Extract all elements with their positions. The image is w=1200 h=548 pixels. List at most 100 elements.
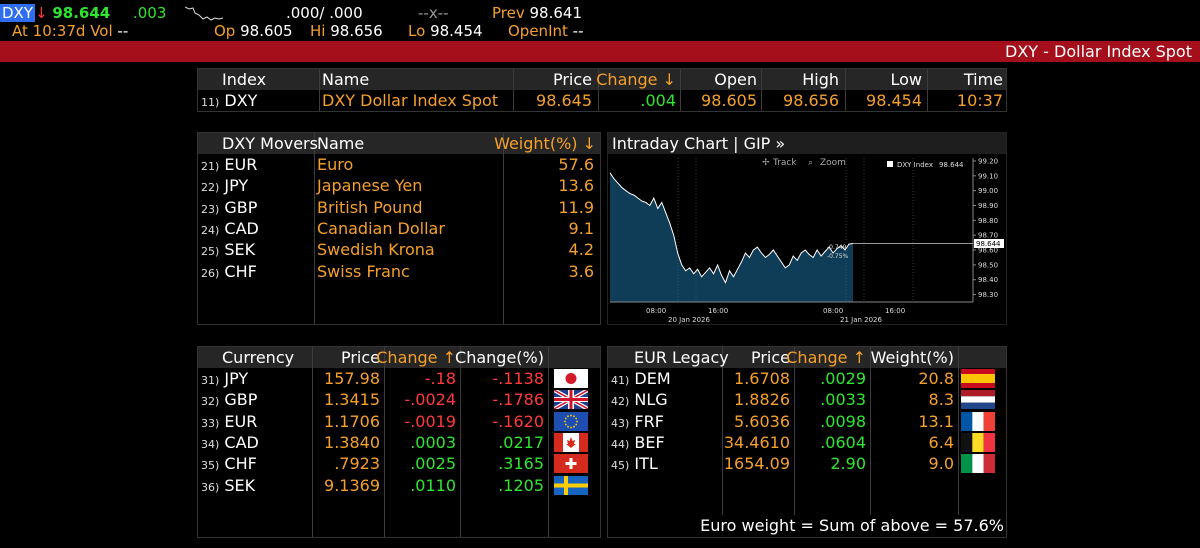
mover-code: 26) CHF xyxy=(201,261,257,281)
currency-change-pct: .0217 xyxy=(498,432,544,452)
y-tick-label: 99.20 xyxy=(978,157,998,165)
col-cur-price[interactable]: Price xyxy=(340,348,380,367)
vol-label: Vol xyxy=(90,22,113,40)
mover-code: 25) SEK xyxy=(201,240,256,260)
col-high[interactable]: High xyxy=(802,70,839,89)
y-tick-label: 98.70 xyxy=(978,232,998,240)
table-row[interactable]: 33) EUR 1.1706 -.0019 -.1620 xyxy=(198,411,600,432)
price-area xyxy=(610,172,853,302)
legend-swatch xyxy=(887,161,893,167)
mover-name[interactable]: Swedish Krona xyxy=(317,240,435,260)
mover-name[interactable]: Swiss Franc xyxy=(317,261,410,281)
table-row[interactable]: 25) SEK Swedish Krona 4.2 xyxy=(198,239,600,260)
legacy-code: 43) FRF xyxy=(611,411,664,431)
open-stat: Op 98.605 xyxy=(214,23,293,40)
col-currency[interactable]: Currency xyxy=(222,348,295,367)
track-label[interactable]: Track xyxy=(772,158,797,168)
legend-value: 98.644 xyxy=(939,161,964,169)
table-row[interactable]: 34) CAD 1.3840 .0003 .0217 xyxy=(198,432,600,453)
bid-ask-size: --x-- xyxy=(418,4,449,22)
table-row[interactable]: 31) JPY 157.98 -.18 -.1138 xyxy=(198,368,600,389)
col-cur-change[interactable]: Change ↑ xyxy=(376,348,456,367)
high-value: 98.656 xyxy=(330,22,383,40)
col-price[interactable]: Price xyxy=(552,70,592,89)
col-open[interactable]: Open xyxy=(714,70,757,89)
currency-change-pct: -.1138 xyxy=(492,369,544,388)
currency-price: .7923 xyxy=(334,454,380,474)
col-legacy[interactable]: EUR Legacy xyxy=(634,348,729,367)
quote-row-1: DXY ↓ 98.644 xyxy=(0,4,110,22)
table-row[interactable]: 26) CHF Swiss Franc 3.6 xyxy=(198,261,600,282)
mover-code: 24) CAD xyxy=(201,218,259,238)
legacy-change: .0604 xyxy=(820,432,866,452)
uk-flag-icon xyxy=(554,390,588,410)
col-change[interactable]: Change ↓ xyxy=(596,70,676,89)
low-stat: Lo 98.454 xyxy=(408,23,483,40)
table-row[interactable]: 45) ITL 1654.09 2.90 9.0 xyxy=(608,453,1006,474)
x-date-label: 21 Jan 2026 xyxy=(840,316,883,324)
zoom-label[interactable]: Zoom xyxy=(820,158,846,168)
legacy-code: 42) NLG xyxy=(611,390,668,410)
index-table-header: Index Name Price Change ↓ Open High Low … xyxy=(198,69,1006,90)
table-row[interactable]: 23) GBP British Pound 11.9 xyxy=(198,197,600,218)
table-row[interactable]: 32) GBP 1.3415 -.0024 -.1786 xyxy=(198,389,600,410)
low-label: Lo xyxy=(408,22,426,40)
movers-table: DXY Movers Name Weight(%) ↓ 21) EUR Euro 5… xyxy=(197,132,601,325)
col-time[interactable]: Time xyxy=(963,70,1003,89)
y-tick-label: 99.00 xyxy=(978,187,998,195)
belgium-flag-icon xyxy=(961,432,995,452)
col-leg-price[interactable]: Price xyxy=(750,348,790,367)
col-cur-changepct[interactable]: Change(%) xyxy=(455,348,544,367)
mover-name[interactable]: British Pound xyxy=(317,197,423,217)
col-leg-change[interactable]: Change ↑ xyxy=(786,348,866,367)
col-low[interactable]: Low xyxy=(890,70,922,89)
security-ticker[interactable]: DXY xyxy=(0,4,35,22)
table-row[interactable]: 21) EUR Euro 57.6 xyxy=(198,154,600,175)
row-name[interactable]: DXY Dollar Index Spot xyxy=(322,91,499,110)
intraday-chart[interactable]: ✢ Track ⌕ Zoom DXY Index 98.644 99.2099.… xyxy=(608,154,1006,324)
bid-ask: .000/ .000 xyxy=(286,4,363,22)
table-row[interactable]: 22) JPY Japanese Yen 13.6 xyxy=(198,175,600,196)
eur-legacy-table: EUR Legacy Price Change ↑ Weight(%) 41) … xyxy=(607,346,1007,538)
row-price: 98.645 xyxy=(536,91,592,110)
sparkline-icon xyxy=(185,6,224,21)
net-change: .003 xyxy=(133,4,167,22)
chart-title[interactable]: Intraday Chart | GIP » xyxy=(612,134,786,153)
eu-flag-icon xyxy=(554,411,588,431)
change-annotation: -0.749 xyxy=(827,244,847,251)
x-axis: 08:00 16:00 08:00 16:00 20 Jan 2026 21 J… xyxy=(646,307,905,324)
mover-name[interactable]: Japanese Yen xyxy=(317,176,423,196)
row-high: 98.656 xyxy=(783,91,839,110)
legacy-code: 44) BEF xyxy=(611,432,665,452)
mover-code: 23) GBP xyxy=(201,197,258,217)
mover-weight: 4.2 xyxy=(568,240,594,260)
table-row[interactable]: 44) BEF 34.4610 .0604 6.4 xyxy=(608,432,1006,453)
table-row[interactable]: 41) DEM 1.6708 .0029 20.8 xyxy=(608,368,1006,389)
table-row[interactable]: 36) SEK 9.1369 .0110 .1205 xyxy=(198,475,600,496)
x-tick-label: 08:00 xyxy=(823,307,843,315)
col-mover-name[interactable]: Name xyxy=(317,134,365,153)
table-row[interactable]: 24) CAD Canadian Dollar 9.1 xyxy=(198,218,600,239)
col-index[interactable]: Index xyxy=(222,70,267,89)
last-price-marker xyxy=(974,239,1004,249)
col-weight[interactable]: Weight(%) ↓ xyxy=(494,134,596,153)
legacy-weight: 8.3 xyxy=(928,390,954,410)
y-tick-label: 98.90 xyxy=(978,202,998,210)
currency-header: Currency Price Change ↑ Change(%) xyxy=(198,347,600,368)
table-row[interactable]: 35) CHF .7923 .0025 .3165 xyxy=(198,453,600,474)
mover-name[interactable]: Canadian Dollar xyxy=(317,218,445,238)
col-name[interactable]: Name xyxy=(322,70,370,89)
table-row[interactable]: 42) NLG 1.8826 .0033 8.3 xyxy=(608,389,1006,410)
currency-price: 1.3840 xyxy=(324,432,380,452)
mover-weight: 9.1 xyxy=(568,218,594,238)
mover-name[interactable]: Euro xyxy=(317,155,354,174)
col-leg-weight[interactable]: Weight(%) xyxy=(870,348,954,367)
col-movers[interactable]: DXY Movers xyxy=(222,134,318,153)
currency-change-pct: -.1786 xyxy=(492,390,544,410)
prev-close: Prev 98.641 xyxy=(492,5,582,22)
x-tick-label: 16:00 xyxy=(708,307,728,315)
y-tick-label: 98.80 xyxy=(978,217,998,225)
canada-flag-icon xyxy=(554,432,588,452)
table-row[interactable]: 43) FRF 5.6036 .0098 13.1 xyxy=(608,411,1006,432)
table-row[interactable]: 11) DXY DXY Dollar Index Spot 98.645 .00… xyxy=(198,90,1006,111)
